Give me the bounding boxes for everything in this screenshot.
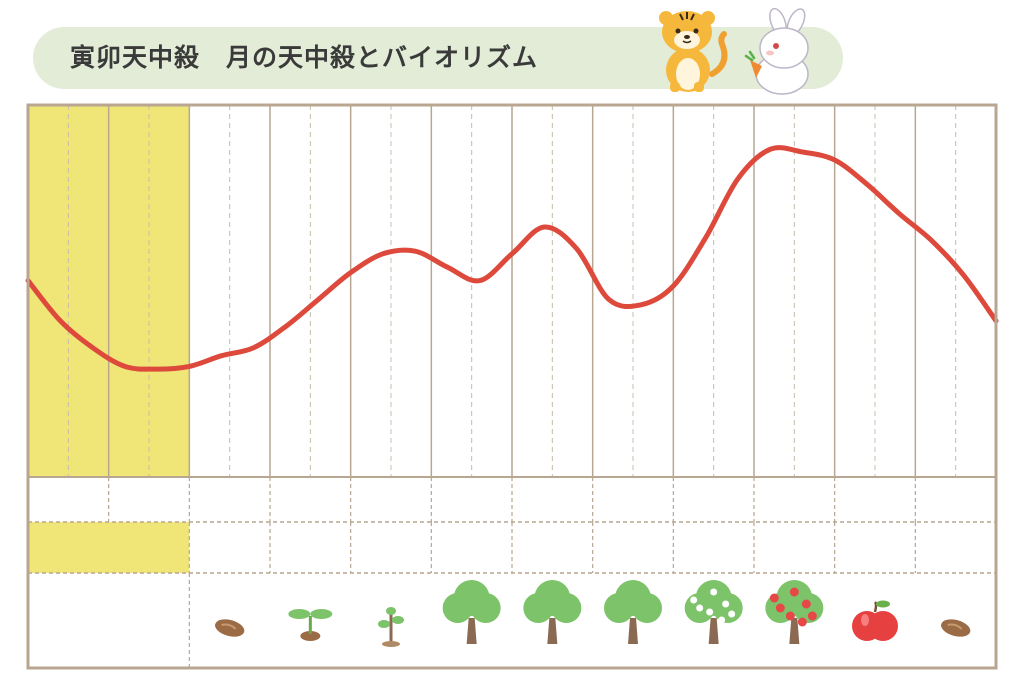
data-point [349,271,353,275]
biorhythm-line [25,145,999,372]
tree-icon [442,580,501,644]
data-point [187,364,191,368]
fruit-tree-icon [765,580,824,644]
apple-icon [852,600,898,641]
tiger-icon [659,11,728,92]
rabbit-icon [744,8,809,95]
data-point [897,212,901,216]
data-point [381,252,385,256]
tree-icon [523,580,582,644]
data-point [446,265,450,269]
tenchusatsu-label-cell [28,522,190,573]
data-point [542,225,546,229]
data-point [639,303,643,307]
data-point [252,346,256,350]
data-point [284,324,288,328]
data-point [736,177,740,181]
seed-icon [215,619,245,637]
page-title: 寅卯天中殺 月の天中殺とバイオリズム [70,43,539,72]
seed-icon [941,619,971,637]
data-point [575,247,579,251]
sprout-icon [288,609,333,641]
data-point [220,354,224,358]
data-point [123,364,127,368]
data-point [671,284,675,288]
tree-icon [604,580,662,644]
data-point [316,297,320,301]
data-point [478,279,482,283]
data-point [704,236,708,240]
data-point [800,150,804,154]
data-point [768,147,772,151]
data-point [930,238,934,242]
sapling-icon [378,607,404,647]
data-point [155,367,159,371]
flowering-tree-icon [684,580,743,644]
data-point [833,158,837,162]
data-point [865,182,869,186]
data-point [607,297,611,301]
data-point [510,252,514,256]
chart-frame [26,103,998,670]
data-point [413,249,417,253]
data-point [91,346,95,350]
data-point [58,319,62,323]
data-point [962,273,966,277]
